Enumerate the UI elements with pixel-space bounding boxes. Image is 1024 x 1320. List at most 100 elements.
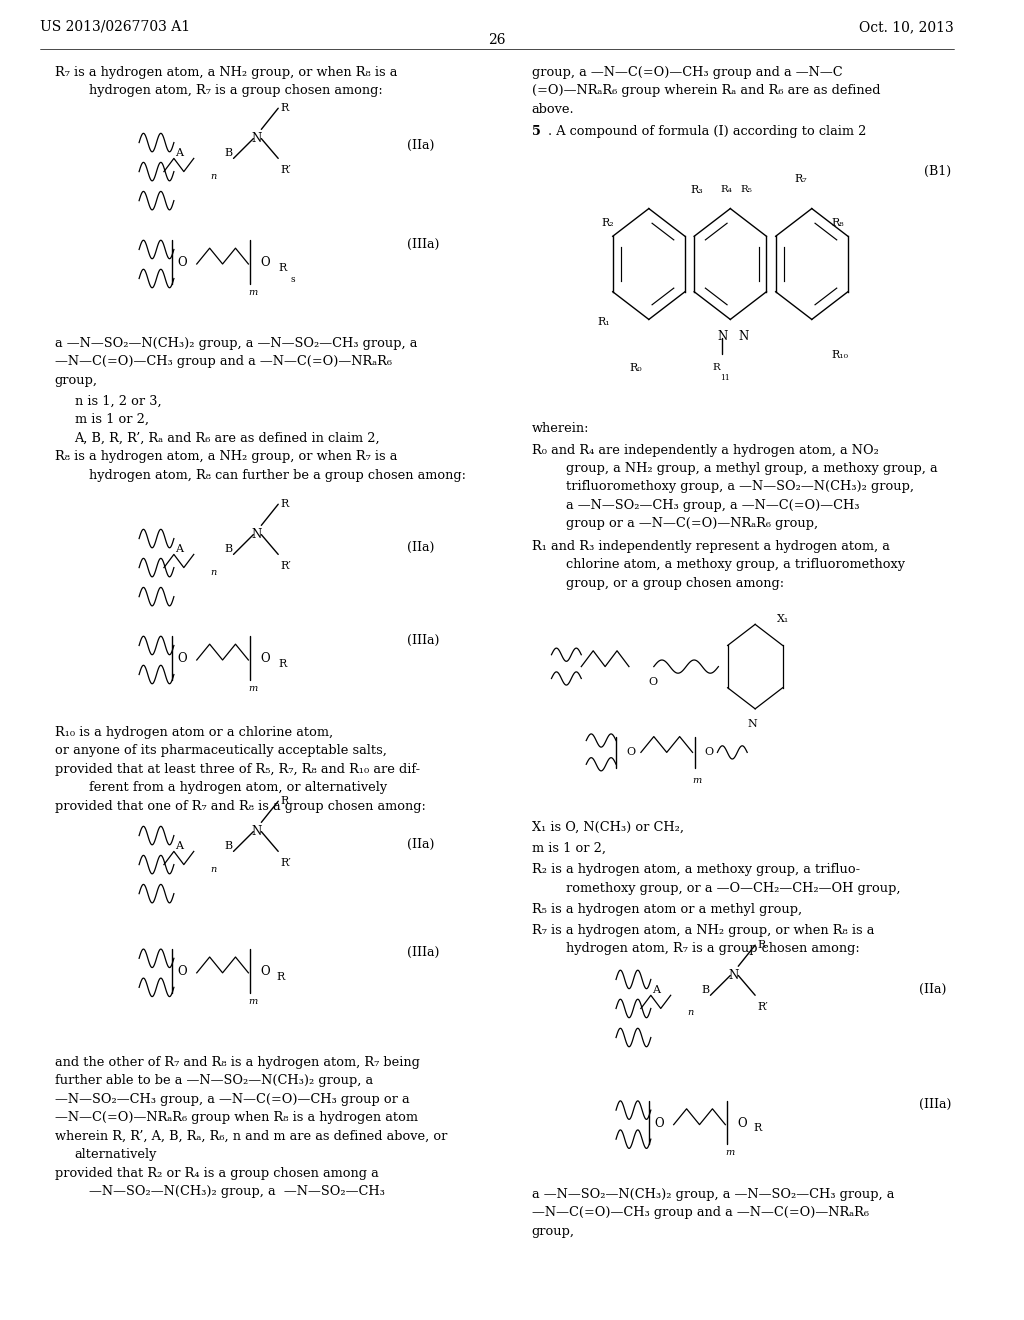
Text: R: R bbox=[281, 103, 289, 114]
Text: (IIIa): (IIIa) bbox=[408, 946, 439, 960]
Text: X₁ is O, N(CH₃) or CH₂,: X₁ is O, N(CH₃) or CH₂, bbox=[531, 821, 684, 834]
Text: R: R bbox=[276, 972, 285, 982]
Text: (IIIa): (IIIa) bbox=[920, 1098, 951, 1111]
Text: R: R bbox=[279, 659, 287, 669]
Text: R₁ and R₃ independently represent a hydrogen atom, a: R₁ and R₃ independently represent a hydr… bbox=[531, 540, 890, 553]
Text: wherein:: wherein: bbox=[531, 422, 589, 436]
Text: B: B bbox=[701, 985, 710, 995]
Text: R₈ is a hydrogen atom, a NH₂ group, or when R₇ is a: R₈ is a hydrogen atom, a NH₂ group, or w… bbox=[54, 450, 397, 463]
Text: R₀ and R₄ are independently a hydrogen atom, a NO₂: R₀ and R₄ are independently a hydrogen a… bbox=[531, 444, 879, 457]
Text: n is 1, 2 or 3,: n is 1, 2 or 3, bbox=[75, 395, 161, 408]
Text: group, or a group chosen among:: group, or a group chosen among: bbox=[566, 577, 784, 590]
Text: m: m bbox=[692, 776, 701, 785]
Text: —N—C(=O)—NRₐR₆ group when R₈ is a hydrogen atom: —N—C(=O)—NRₐR₆ group when R₈ is a hydrog… bbox=[54, 1111, 418, 1125]
Text: R: R bbox=[754, 1123, 762, 1134]
Text: A: A bbox=[175, 544, 183, 554]
Text: R₇ is a hydrogen atom, a NH₂ group, or when R₈ is a: R₇ is a hydrogen atom, a NH₂ group, or w… bbox=[531, 924, 873, 937]
Text: a —N—SO₂—CH₃ group, a —N—C(=O)—CH₃: a —N—SO₂—CH₃ group, a —N—C(=O)—CH₃ bbox=[566, 499, 860, 512]
Text: O: O bbox=[737, 1117, 746, 1130]
Text: O: O bbox=[260, 256, 270, 269]
Text: O: O bbox=[654, 1117, 664, 1130]
Text: (IIIa): (IIIa) bbox=[408, 634, 439, 647]
Text: O: O bbox=[649, 677, 658, 688]
Text: above.: above. bbox=[531, 103, 574, 116]
Text: group,: group, bbox=[54, 374, 97, 387]
Text: n: n bbox=[211, 568, 217, 577]
Text: (IIa): (IIa) bbox=[920, 983, 946, 997]
Text: (IIa): (IIa) bbox=[408, 139, 435, 152]
Text: 26: 26 bbox=[488, 33, 506, 48]
Text: hydrogen atom, R₇ is a group chosen among:: hydrogen atom, R₇ is a group chosen amon… bbox=[566, 942, 860, 956]
Text: —N—SO₂—N(CH₃)₂ group, a  —N—SO₂—CH₃: —N—SO₂—N(CH₃)₂ group, a —N—SO₂—CH₃ bbox=[89, 1185, 385, 1199]
Text: hydrogen atom, R₇ is a group chosen among:: hydrogen atom, R₇ is a group chosen amon… bbox=[89, 84, 383, 98]
Text: group,: group, bbox=[531, 1225, 574, 1238]
Text: m: m bbox=[249, 288, 258, 297]
Text: R₂ is a hydrogen atom, a methoxy group, a trifluo-: R₂ is a hydrogen atom, a methoxy group, … bbox=[531, 863, 860, 876]
Text: m is 1 or 2,: m is 1 or 2, bbox=[75, 413, 148, 426]
Text: R₄: R₄ bbox=[720, 185, 732, 194]
Text: group, a NH₂ group, a methyl group, a methoxy group, a: group, a NH₂ group, a methyl group, a me… bbox=[566, 462, 938, 475]
Text: provided that R₂ or R₄ is a group chosen among a: provided that R₂ or R₄ is a group chosen… bbox=[54, 1167, 379, 1180]
Text: 5: 5 bbox=[531, 125, 541, 139]
Text: R₁₀: R₁₀ bbox=[831, 350, 849, 360]
Text: or anyone of its pharmaceutically acceptable salts,: or anyone of its pharmaceutically accept… bbox=[54, 744, 386, 758]
Text: —N—SO₂—CH₃ group, a —N—C(=O)—CH₃ group or a: —N—SO₂—CH₃ group, a —N—C(=O)—CH₃ group o… bbox=[54, 1093, 410, 1106]
Text: a —N—SO₂—N(CH₃)₂ group, a —N—SO₂—CH₃ group, a: a —N—SO₂—N(CH₃)₂ group, a —N—SO₂—CH₃ gro… bbox=[531, 1188, 894, 1201]
Text: (=O)—NRₐR₆ group wherein Rₐ and R₆ are as defined: (=O)—NRₐR₆ group wherein Rₐ and R₆ are a… bbox=[531, 84, 880, 98]
Text: m: m bbox=[249, 997, 258, 1006]
Text: R′: R′ bbox=[757, 1002, 768, 1012]
Text: N: N bbox=[728, 969, 738, 982]
Text: chlorine atom, a methoxy group, a trifluoromethoxy: chlorine atom, a methoxy group, a triflu… bbox=[566, 558, 905, 572]
Text: 11: 11 bbox=[720, 374, 730, 381]
Text: R₅: R₅ bbox=[740, 185, 752, 194]
Text: provided that one of R₇ and R₈ is a group chosen among:: provided that one of R₇ and R₈ is a grou… bbox=[54, 800, 426, 813]
Text: R₇: R₇ bbox=[795, 174, 808, 185]
Text: R₀: R₀ bbox=[629, 363, 642, 374]
Text: romethoxy group, or a —O—CH₂—CH₂—OH group,: romethoxy group, or a —O—CH₂—CH₂—OH grou… bbox=[566, 882, 901, 895]
Text: R₇ is a hydrogen atom, a NH₂ group, or when R₈ is a: R₇ is a hydrogen atom, a NH₂ group, or w… bbox=[54, 66, 397, 79]
Text: A, B, R, R’, Rₐ and R₆ are as defined in claim 2,: A, B, R, R’, Rₐ and R₆ are as defined in… bbox=[75, 432, 380, 445]
Text: A: A bbox=[652, 985, 659, 995]
Text: O: O bbox=[177, 652, 186, 665]
Text: —N—C(=O)—CH₃ group and a —N—C(=O)—NRₐR₆: —N—C(=O)—CH₃ group and a —N—C(=O)—NRₐR₆ bbox=[531, 1206, 868, 1220]
Text: further able to be a —N—SO₂—N(CH₃)₂ group, a: further able to be a —N—SO₂—N(CH₃)₂ grou… bbox=[54, 1074, 373, 1088]
Text: trifluoromethoxy group, a —N—SO₂—N(CH₃)₂ group,: trifluoromethoxy group, a —N—SO₂—N(CH₃)₂… bbox=[566, 480, 914, 494]
Text: and the other of R₇ and R₈ is a hydrogen atom, R₇ being: and the other of R₇ and R₈ is a hydrogen… bbox=[54, 1056, 420, 1069]
Text: R′: R′ bbox=[281, 165, 291, 176]
Text: group, a —N—C(=O)—CH₃ group and a —N—C: group, a —N—C(=O)—CH₃ group and a —N—C bbox=[531, 66, 842, 79]
Text: n: n bbox=[211, 172, 217, 181]
Text: a —N—SO₂—N(CH₃)₂ group, a —N—SO₂—CH₃ group, a: a —N—SO₂—N(CH₃)₂ group, a —N—SO₂—CH₃ gro… bbox=[54, 337, 417, 350]
Text: R₅ is a hydrogen atom or a methyl group,: R₅ is a hydrogen atom or a methyl group, bbox=[531, 903, 802, 916]
Text: R₃: R₃ bbox=[690, 185, 703, 195]
Text: A: A bbox=[175, 148, 183, 158]
Text: m is 1 or 2,: m is 1 or 2, bbox=[531, 842, 605, 855]
Text: R₁₀ is a hydrogen atom or a chlorine atom,: R₁₀ is a hydrogen atom or a chlorine ato… bbox=[54, 726, 333, 739]
Text: N: N bbox=[738, 330, 749, 343]
Text: n: n bbox=[687, 1008, 693, 1018]
Text: O: O bbox=[177, 965, 186, 978]
Text: B: B bbox=[224, 148, 232, 158]
Text: O: O bbox=[705, 747, 714, 758]
Text: R: R bbox=[281, 796, 289, 807]
Text: B: B bbox=[224, 841, 232, 851]
Text: —N—C(=O)—CH₃ group and a —N—C(=O)—NRₐR₆: —N—C(=O)—CH₃ group and a —N—C(=O)—NRₐR₆ bbox=[54, 355, 391, 368]
Text: m: m bbox=[725, 1148, 734, 1158]
Text: N: N bbox=[748, 719, 757, 730]
Text: N: N bbox=[718, 330, 728, 343]
Text: R₁: R₁ bbox=[597, 317, 610, 327]
Text: B: B bbox=[224, 544, 232, 554]
Text: X₁: X₁ bbox=[777, 614, 790, 624]
Text: (IIa): (IIa) bbox=[408, 541, 435, 554]
Text: alternatively: alternatively bbox=[75, 1148, 157, 1162]
Text: R: R bbox=[713, 363, 720, 372]
Text: hydrogen atom, R₈ can further be a group chosen among:: hydrogen atom, R₈ can further be a group… bbox=[89, 469, 466, 482]
Text: R′: R′ bbox=[281, 561, 291, 572]
Text: US 2013/0267703 A1: US 2013/0267703 A1 bbox=[40, 20, 189, 34]
Text: N: N bbox=[251, 825, 261, 838]
Text: R₂: R₂ bbox=[601, 218, 613, 228]
Text: R: R bbox=[279, 263, 287, 273]
Text: group or a —N—C(=O)—NRₐR₆ group,: group or a —N—C(=O)—NRₐR₆ group, bbox=[566, 517, 818, 531]
Text: R′: R′ bbox=[281, 858, 291, 869]
Text: n: n bbox=[211, 865, 217, 874]
Text: wherein R, R’, A, B, Rₐ, R₆, n and m are as defined above, or: wherein R, R’, A, B, Rₐ, R₆, n and m are… bbox=[54, 1130, 447, 1143]
